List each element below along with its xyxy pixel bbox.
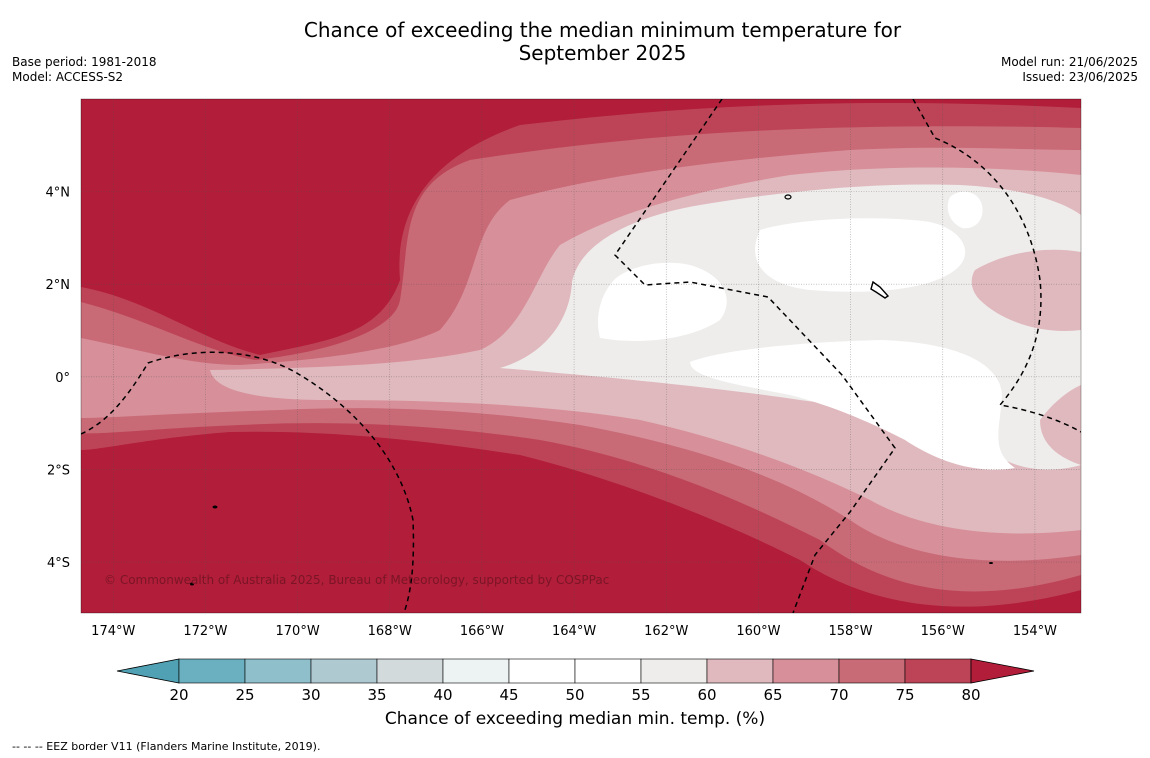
colorbar-tick-label: 60 (697, 686, 716, 704)
colorbar-segment (838, 658, 906, 684)
colorbar-segment (508, 658, 576, 684)
colorbar-segment (376, 658, 444, 684)
colorbar-tick-label: 35 (367, 686, 386, 704)
lon-tick-label: 164°W (552, 624, 596, 639)
colorbar-segment (904, 658, 972, 684)
latitude-labels: 4°N 2°N 0° 2°S 4°S (46, 186, 71, 571)
lon-tick-label: 156°W (921, 624, 965, 639)
eez-line-central (614, 99, 896, 613)
band-60-65-southeast (1040, 385, 1081, 465)
lat-tick-label: 2°S (47, 463, 70, 478)
map-frame (80, 98, 1082, 614)
model-text: Model: ACCESS-S2 (12, 70, 124, 84)
colorbar: 20 25 30 35 40 45 50 55 60 65 70 75 80 (116, 658, 1035, 704)
colorbar-over-arrow (970, 658, 1035, 684)
colorbar-tick-label: 45 (499, 686, 518, 704)
island-southeast (989, 562, 993, 564)
map-title: Chance of exceeding the median minimum t… (175, 19, 1030, 65)
colorbar-segment (244, 658, 312, 684)
island-southwest (212, 505, 218, 509)
graticule (81, 99, 1081, 613)
longitude-labels: 174°W 172°W 170°W 168°W 166°W 164°W 162°W 160°W… (91, 624, 1057, 639)
colorbar-under-arrow (116, 658, 180, 684)
model-run-text: Model run: 21/06/2025 (1000, 55, 1138, 69)
lon-tick-label: 154°W (1013, 624, 1057, 639)
colorbar-tick-label: 25 (235, 686, 254, 704)
title-line-2: September 2025 (518, 41, 687, 65)
probability-map: 4°N 2°N 0° 2°S 4°S 174°W 172°W 170°W 168°W 166°W… (46, 98, 1082, 639)
run-info: Model run: 21/06/2025 Issued: 23/06/2025 (1001, 55, 1138, 85)
colorbar-segments (178, 658, 972, 684)
colorbar-tick-label: 65 (763, 686, 782, 704)
colorbar-tick-label: 70 (829, 686, 848, 704)
lat-tick-label: 0° (55, 371, 70, 386)
lon-tick-label: 160°W (736, 624, 780, 639)
island-north (784, 194, 792, 200)
lon-tick-label: 172°W (183, 624, 227, 639)
colorbar-tick-label: 40 (433, 686, 452, 704)
colorbar-segment (706, 658, 774, 684)
colorbar-ticks: 20 25 30 35 40 45 50 55 60 65 70 75 80 (169, 686, 980, 704)
colorbar-segment (310, 658, 378, 684)
colorbar-tick-label: 30 (301, 686, 320, 704)
colorbar-tick-label: 50 (565, 686, 584, 704)
island-kiritimati (870, 280, 890, 299)
islands (190, 194, 993, 586)
colorbar-segment (178, 658, 246, 684)
colorbar-tick-label: 20 (169, 686, 188, 704)
colorbar-segment (574, 658, 642, 684)
band-60-65-east (971, 249, 1081, 331)
lon-tick-label: 168°W (368, 624, 412, 639)
lon-tick-label: 162°W (644, 624, 688, 639)
colorbar-segment (442, 658, 510, 684)
lon-tick-label: 170°W (276, 624, 320, 639)
lon-tick-label: 166°W (460, 624, 504, 639)
copyright-text: © Commonwealth of Australia 2025, Bureau… (104, 573, 609, 587)
title-line-1: Chance of exceeding the median minimum t… (303, 18, 902, 42)
colorbar-tick-label: 75 (895, 686, 914, 704)
issued-text: Issued: 23/06/2025 (1022, 70, 1138, 84)
probability-shading (81, 99, 1081, 613)
band-45-55-north (755, 218, 966, 292)
colorbar-segment (640, 658, 708, 684)
lat-tick-label: 4°S (47, 556, 70, 571)
eez-borders (81, 99, 1081, 613)
island-south (190, 582, 194, 586)
band-45-55-east (690, 340, 1015, 470)
lon-tick-label: 174°W (91, 624, 135, 639)
band-45-55-small (947, 191, 983, 229)
colorbar-title: Chance of exceeding median min. temp. (%… (384, 709, 766, 729)
colorbar-segment (772, 658, 840, 684)
lat-tick-label: 2°N (46, 278, 71, 293)
eez-line-west (81, 351, 415, 613)
lat-tick-label: 4°N (46, 186, 71, 201)
lon-tick-label: 158°W (828, 624, 872, 639)
colorbar-tick-label: 55 (631, 686, 650, 704)
eez-line-east (912, 99, 1081, 433)
eez-footnote: -- -- -- EEZ border V11 (Flanders Marine… (12, 740, 321, 753)
model-info: Base period: 1981-2018 Model: ACCESS-S2 (12, 55, 157, 85)
colorbar-tick-label: 80 (961, 686, 980, 704)
base-period-text: Base period: 1981-2018 (12, 55, 157, 69)
